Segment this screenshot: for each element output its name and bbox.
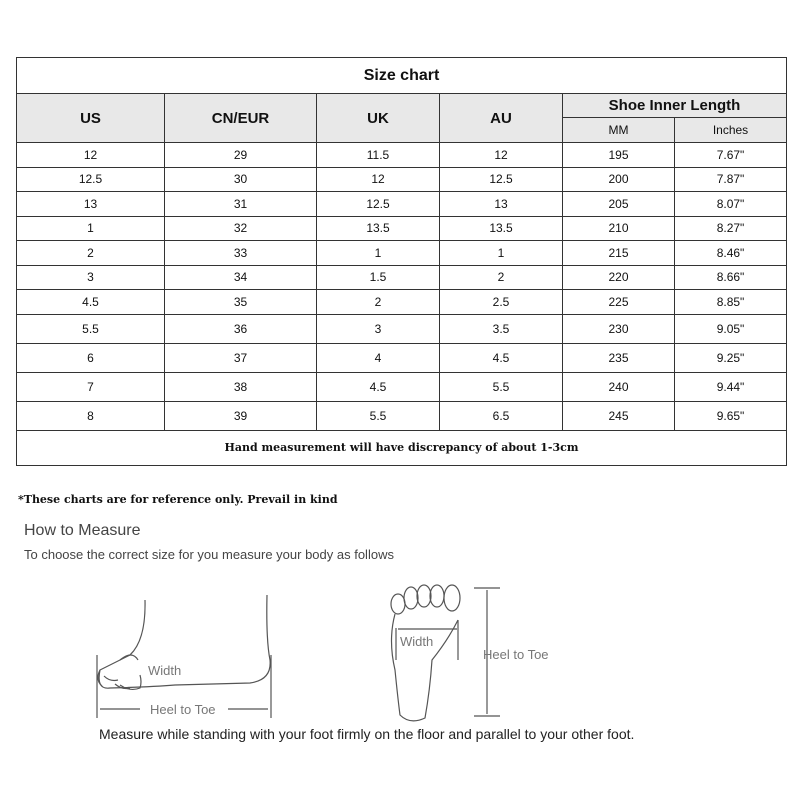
table-cell: 3: [316, 313, 440, 344]
table-cell: 2: [16, 240, 165, 266]
table-cell: 8.66": [674, 264, 787, 290]
table-cell: 1.5: [316, 264, 440, 290]
table-cell: 3.5: [439, 313, 563, 344]
table-cell: 225: [562, 289, 675, 315]
table-cell: 7.67": [674, 142, 787, 168]
table-cell: 13.5: [316, 215, 440, 241]
header-uk: UK: [316, 93, 440, 143]
table-cell: 8.07": [674, 191, 787, 217]
table-row: 12.5 30 12 12.5 200 7.87": [16, 166, 787, 192]
table-cell: 5.5: [316, 400, 440, 431]
table-cell: 12: [316, 166, 440, 192]
table-cell: 12.5: [16, 166, 165, 192]
table-cell: 4: [316, 342, 440, 373]
table-cell: 205: [562, 191, 675, 217]
header-inner-length: Shoe Inner Length: [562, 93, 787, 118]
table-row: 4.5 35 2 2.5 225 8.85": [16, 289, 787, 315]
table-footer-note: Hand measurement will have discrepancy o…: [16, 429, 787, 466]
table-cell: 6: [16, 342, 165, 373]
table-cell: 5.5: [439, 371, 563, 402]
side-heel-to-toe-label: Heel to Toe: [150, 702, 216, 717]
table-cell: 6.5: [439, 400, 563, 431]
sole-foot-illustration: [390, 584, 500, 722]
size-chart-table: Size chart US CN/EUR UK AU Shoe Inner Le…: [16, 57, 787, 466]
table-cell: 12: [16, 142, 165, 168]
table-row: 5.5 36 3 3.5 230 9.05": [16, 313, 787, 344]
table-title: Size chart: [16, 57, 787, 94]
header-us: US: [16, 93, 165, 143]
table-cell: 1: [439, 240, 563, 266]
table-cell: 34: [164, 264, 317, 290]
table-cell: 4.5: [439, 342, 563, 373]
table-cell: 9.44": [674, 371, 787, 402]
table-cell: 8.46": [674, 240, 787, 266]
table-cell: 220: [562, 264, 675, 290]
table-cell: 39: [164, 400, 317, 431]
table-cell: 8.85": [674, 289, 787, 315]
side-width-label: Width: [148, 663, 181, 678]
table-row: 6 37 4 4.5 235 9.25": [16, 342, 787, 373]
table-row: 2 33 1 1 215 8.46": [16, 240, 787, 266]
table-cell: 29: [164, 142, 317, 168]
table-cell: 4.5: [316, 371, 440, 402]
reference-note: *These charts are for reference only. Pr…: [18, 493, 338, 506]
table-row: 8 39 5.5 6.5 245 9.65": [16, 400, 787, 431]
sole-width-label: Width: [400, 634, 433, 649]
table-cell: 9.05": [674, 313, 787, 344]
table-cell: 8: [16, 400, 165, 431]
table-row: 3 34 1.5 2 220 8.66": [16, 264, 787, 290]
how-to-subtitle: To choose the correct size for you measu…: [24, 547, 394, 562]
table-row: 12 29 11.5 12 195 7.67": [16, 142, 787, 168]
table-cell: 7.87": [674, 166, 787, 192]
table-cell: 2.5: [439, 289, 563, 315]
measure-caption: Measure while standing with your foot fi…: [99, 726, 635, 742]
table-cell: 37: [164, 342, 317, 373]
header-mm: MM: [562, 117, 675, 143]
header-au: AU: [439, 93, 563, 143]
table-cell: 13.5: [439, 215, 563, 241]
sole-heel-to-toe-label: Heel to Toe: [483, 647, 549, 662]
header-inches: Inches: [674, 117, 787, 143]
table-cell: 210: [562, 215, 675, 241]
side-foot-illustration: [96, 594, 272, 718]
table-cell: 9.65": [674, 400, 787, 431]
header-cn-eur: CN/EUR: [164, 93, 317, 143]
table-row: 7 38 4.5 5.5 240 9.44": [16, 371, 787, 402]
table-cell: 8.27": [674, 215, 787, 241]
how-to-heading: How to Measure: [24, 522, 141, 539]
table-cell: 35: [164, 289, 317, 315]
table-cell: 200: [562, 166, 675, 192]
table-cell: 245: [562, 400, 675, 431]
table-cell: 195: [562, 142, 675, 168]
table-cell: 32: [164, 215, 317, 241]
